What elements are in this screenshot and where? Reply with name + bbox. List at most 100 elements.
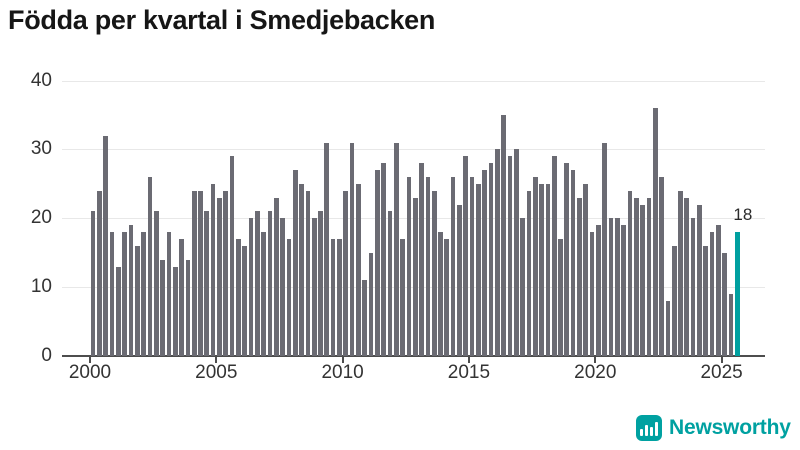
bar <box>703 245 709 356</box>
bar <box>659 176 664 356</box>
bar <box>488 163 494 356</box>
bar <box>501 114 506 356</box>
y-axis-label: 10 <box>30 276 52 298</box>
bar <box>273 197 279 356</box>
bar <box>539 183 544 356</box>
bar <box>368 252 374 356</box>
bar <box>223 190 229 356</box>
bar <box>444 238 450 356</box>
bar <box>160 259 165 356</box>
logo-mini-bar <box>645 425 648 436</box>
bar <box>141 232 147 356</box>
bar <box>90 211 96 356</box>
x-axis-label: 2015 <box>447 362 491 383</box>
bar <box>210 183 216 356</box>
bar <box>558 238 563 356</box>
bar <box>577 197 582 356</box>
bar <box>311 218 317 357</box>
bar <box>286 238 292 356</box>
value-annotation: 18 <box>733 205 753 224</box>
bar <box>109 232 115 356</box>
bar <box>229 156 235 356</box>
bar <box>652 108 658 356</box>
bar <box>697 204 702 356</box>
bar <box>602 142 608 356</box>
bar <box>495 149 500 356</box>
bar <box>236 238 241 356</box>
highlight-bar <box>735 232 740 356</box>
bar <box>728 294 734 356</box>
bar <box>671 245 677 356</box>
bar <box>640 204 645 356</box>
bar <box>153 211 159 356</box>
bar <box>387 211 393 356</box>
bar <box>716 225 721 356</box>
x-axis-line <box>62 355 765 357</box>
logo-mini-bar <box>655 422 658 436</box>
logo-mini-bar <box>640 429 643 436</box>
bar <box>608 218 614 357</box>
x-tick-mark <box>594 357 597 363</box>
bar <box>116 266 121 356</box>
y-axis-label: 0 <box>41 345 52 366</box>
bar <box>324 142 330 356</box>
bar <box>627 190 633 356</box>
bar <box>709 232 715 356</box>
bar <box>135 245 140 356</box>
bar <box>172 266 178 356</box>
bar <box>684 197 690 356</box>
bar <box>318 211 323 356</box>
bar <box>551 156 557 356</box>
bar <box>545 183 551 356</box>
x-tick-mark <box>467 357 470 363</box>
bar <box>337 238 342 356</box>
bar <box>393 142 399 356</box>
bar <box>520 218 525 357</box>
bar <box>589 232 595 356</box>
bar <box>122 232 128 356</box>
bar <box>476 183 481 356</box>
bar <box>349 142 355 356</box>
bar <box>343 190 349 356</box>
chart-title: Födda per kvartal i Smedjebacken <box>8 5 436 35</box>
bar <box>596 225 601 356</box>
newsworthy-logo: Newsworthy <box>636 415 791 441</box>
bar <box>419 163 424 356</box>
bar <box>166 232 172 356</box>
bar <box>425 176 431 356</box>
bar <box>217 197 222 356</box>
bar <box>375 170 380 356</box>
bar <box>690 218 696 357</box>
bar <box>204 211 210 356</box>
bar <box>198 190 203 356</box>
bar <box>532 176 538 356</box>
x-tick-mark <box>720 357 723 363</box>
bar <box>97 190 102 356</box>
bar <box>438 232 443 356</box>
bar <box>665 300 671 356</box>
bar <box>469 176 475 356</box>
bar <box>583 183 589 356</box>
bar-chart-icon <box>636 415 662 441</box>
bar <box>722 252 728 356</box>
bar <box>255 211 260 356</box>
bar <box>330 238 336 356</box>
x-axis-label: 2025 <box>700 362 743 383</box>
bar <box>406 176 412 356</box>
bar <box>450 176 456 356</box>
bar <box>646 197 652 356</box>
bar <box>431 190 437 356</box>
bar <box>615 218 620 357</box>
bar <box>633 197 639 356</box>
gridline-y-30 <box>62 149 765 151</box>
bar <box>356 183 361 356</box>
bar <box>412 197 418 356</box>
x-axis-label: 2010 <box>321 362 364 383</box>
bar <box>299 183 304 356</box>
bar <box>400 238 405 356</box>
bar <box>280 218 285 357</box>
bar <box>292 170 298 356</box>
bar <box>621 225 626 356</box>
bar <box>463 156 469 356</box>
